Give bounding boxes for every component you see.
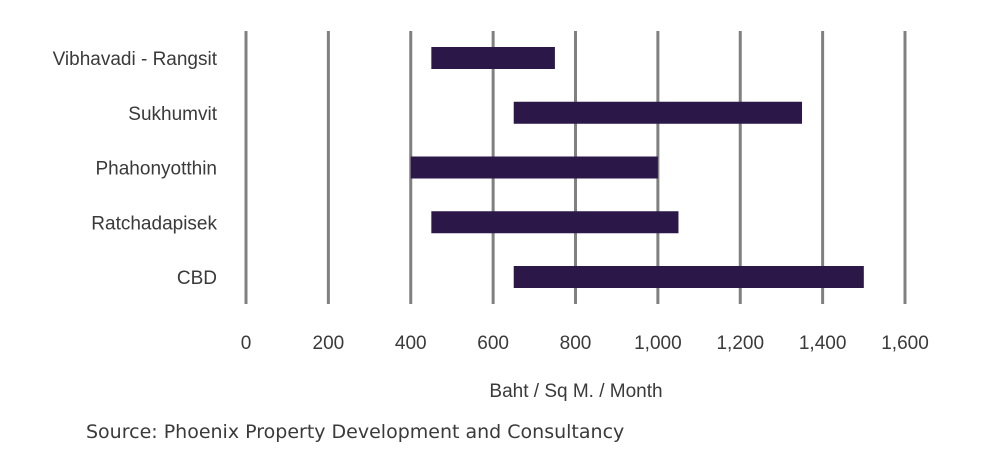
category-label-2: Phahonyotthin [96,159,218,180]
bar-3 [431,211,679,234]
category-label-0: Vibhavadi - Rangsit [53,49,218,70]
source-note: Source: Phoenix Property Development and… [86,421,625,443]
x-tick-label-2: 400 [395,333,427,354]
bar-4 [513,266,864,288]
x-tick-label-8: 1,600 [881,333,929,354]
bar-2 [410,156,658,179]
x-tick-label-5: 1,000 [634,333,682,354]
x-tick-label-1: 200 [313,333,345,354]
bars [410,47,864,288]
x-tick-label-3: 600 [477,333,509,354]
category-label-4: CBD [177,268,217,289]
x-tick-labels: 0 200 400 600 800 1,000 1,200 1,400 1,600 [241,333,929,354]
x-tick-label-7: 1,400 [799,333,847,354]
category-labels: Vibhavadi - Rangsit Sukhumvit Phahonyotthi… [53,49,218,289]
x-tick-label-6: 1,200 [716,333,764,354]
x-tick-label-4: 800 [560,333,592,354]
x-tick-label-0: 0 [241,333,252,354]
range-bar-chart: Vibhavadi - Rangsit Sukhumvit Phahonyotthi… [53,31,929,402]
category-label-1: Sukhumvit [128,104,217,125]
category-label-3: Ratchadapisek [91,213,217,234]
x-axis-title: Baht / Sq M. / Month [489,381,662,402]
bar-1 [513,101,803,124]
bar-0 [431,47,555,69]
